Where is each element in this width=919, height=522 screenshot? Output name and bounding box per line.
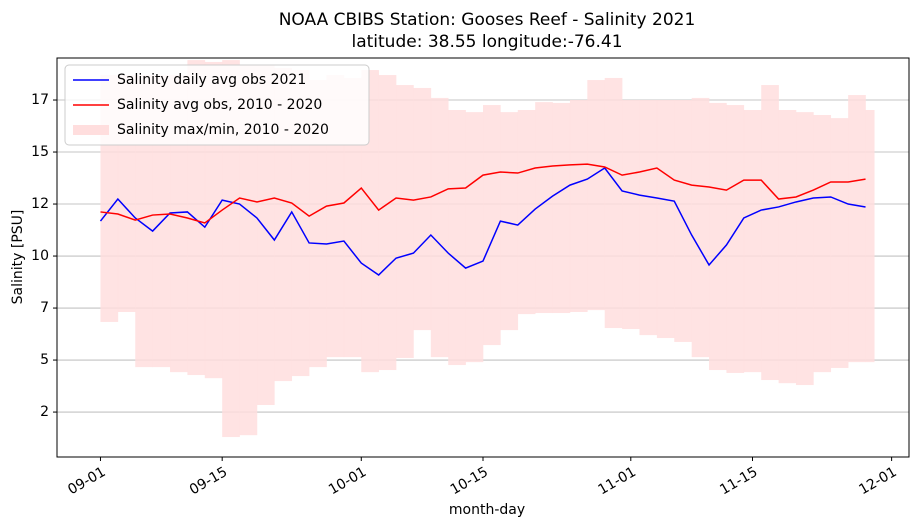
range-band: [135, 75, 153, 368]
chart-subtitle: latitude: 38.55 longitude:-76.41: [351, 32, 622, 52]
range-band: [778, 110, 797, 384]
range-band: [291, 70, 310, 377]
x-tick-label: 10-01: [326, 464, 369, 498]
range-band: [343, 77, 362, 358]
range-band: [622, 100, 640, 330]
x-tick-label: 09-01: [65, 464, 108, 498]
y-tick-label: 2: [40, 404, 49, 420]
range-band: [726, 105, 745, 373]
range-band: [569, 100, 588, 313]
range-band: [517, 110, 536, 315]
range-band: [448, 110, 466, 366]
range-band: [378, 75, 397, 371]
range-band: [413, 87, 432, 331]
range-band: [500, 112, 519, 331]
range-band: [639, 100, 658, 336]
x-axis-label: month-day: [449, 502, 525, 518]
range-band: [743, 110, 762, 373]
legend: Salinity daily avg obs 2021 Salinity avg …: [64, 64, 370, 146]
range-band: [709, 102, 727, 371]
range-band: [309, 80, 327, 368]
range-band: [326, 75, 345, 358]
y-tick-label: 12: [31, 196, 49, 212]
legend-box: [64, 64, 370, 146]
range-band: [795, 112, 814, 386]
range-band: [674, 100, 692, 342]
range-band: [691, 97, 710, 358]
x-tick-label: 10-15: [448, 464, 491, 498]
range-band: [604, 77, 623, 329]
y-tick-label: 17: [31, 92, 49, 108]
range-band: [170, 75, 188, 373]
range-band: [656, 100, 675, 339]
range-band: [483, 105, 501, 346]
range-band: [813, 115, 832, 373]
x-tick-label: 09-15: [187, 464, 230, 498]
x-tick-label: 11-01: [596, 464, 639, 498]
legend-swatch: [73, 125, 109, 135]
range-band: [396, 85, 414, 358]
range-band: [239, 65, 258, 436]
y-tick-label: 15: [31, 144, 49, 160]
x-tick-label: 12-01: [856, 464, 899, 498]
x-tick-label: 11-15: [717, 464, 760, 498]
range-band: [552, 102, 571, 314]
legend-label: Salinity avg obs, 2010 - 2020: [117, 97, 322, 113]
legend-label: Salinity max/min, 2010 - 2020: [117, 122, 329, 138]
range-band: [465, 112, 484, 363]
range-band: [535, 102, 553, 314]
y-tick-label: 7: [40, 300, 49, 316]
range-band: [430, 97, 449, 358]
range-band: [865, 110, 875, 363]
range-band: [587, 80, 606, 311]
range-band: [361, 70, 379, 373]
y-axis-label: Salinity [PSU]: [10, 210, 26, 305]
range-band: [222, 60, 240, 438]
range-band: [256, 65, 275, 405]
range-band: [848, 95, 866, 363]
plot-frame: [56, 57, 910, 458]
chart-title: NOAA CBIBS Station: Gooses Reef - Salini…: [279, 10, 696, 30]
y-tick-label: 10: [31, 248, 49, 264]
range-band: [761, 85, 779, 381]
line: [99, 167, 866, 276]
range-band: [830, 118, 849, 368]
line: [100, 163, 866, 224]
y-tick-label: 5: [40, 352, 49, 368]
legend-label: Salinity daily avg obs 2021: [117, 72, 306, 88]
